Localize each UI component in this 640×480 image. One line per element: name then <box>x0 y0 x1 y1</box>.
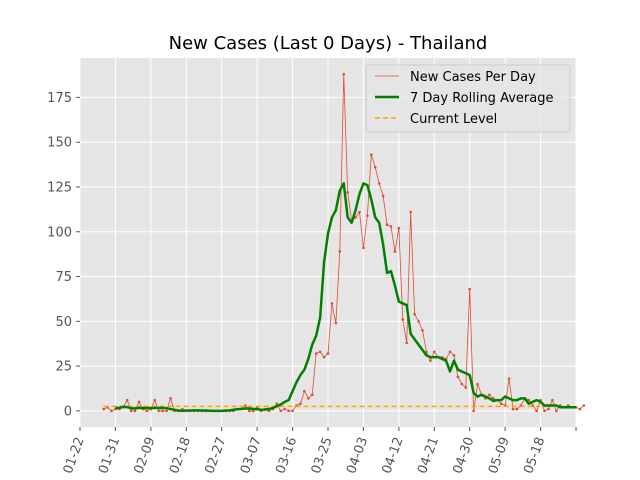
daily-point <box>244 404 247 407</box>
daily-point <box>405 341 409 345</box>
y-tick-label: 150 <box>47 136 72 151</box>
daily-point <box>543 409 546 413</box>
daily-point <box>511 407 515 411</box>
daily-point <box>578 407 582 411</box>
daily-point <box>165 409 168 413</box>
daily-point <box>334 321 338 325</box>
daily-point <box>397 226 401 230</box>
daily-point <box>358 210 361 214</box>
daily-point <box>169 397 172 400</box>
legend-label-current: Current Level <box>410 112 497 127</box>
daily-point <box>346 191 349 194</box>
daily-point <box>326 352 330 355</box>
daily-point <box>507 377 511 380</box>
y-tick-label: 50 <box>55 315 72 330</box>
daily-point <box>460 382 464 386</box>
daily-point <box>409 210 412 214</box>
daily-point <box>354 216 357 219</box>
daily-point <box>417 320 420 323</box>
daily-point <box>330 302 334 305</box>
daily-point <box>464 386 468 389</box>
daily-point <box>303 389 306 393</box>
daily-point <box>299 402 302 406</box>
daily-point <box>499 402 503 406</box>
daily-point <box>366 214 369 217</box>
daily-point <box>389 225 393 228</box>
y-tick-label: 25 <box>55 360 72 375</box>
daily-point <box>373 165 377 169</box>
daily-point <box>472 409 475 413</box>
daily-point <box>153 398 157 402</box>
daily-point <box>102 407 105 411</box>
daily-point <box>413 312 416 316</box>
daily-point <box>370 153 373 157</box>
daily-point <box>110 409 113 413</box>
daily-point <box>125 398 129 402</box>
daily-point <box>247 409 251 413</box>
y-tick-label: 0 <box>64 404 72 419</box>
daily-point <box>492 397 495 400</box>
daily-point <box>551 398 554 402</box>
daily-point <box>279 409 283 413</box>
daily-point <box>133 409 137 413</box>
legend: New Cases Per Day 7 Day Rolling Average … <box>365 64 571 133</box>
daily-point <box>137 400 141 404</box>
legend-frame <box>365 64 571 133</box>
daily-point <box>452 354 456 357</box>
daily-point <box>129 409 133 413</box>
daily-point <box>535 409 538 413</box>
daily-point <box>456 375 460 379</box>
daily-point <box>291 409 294 413</box>
daily-point <box>314 352 318 355</box>
daily-point <box>318 350 322 354</box>
daily-point <box>283 407 287 411</box>
daily-point <box>338 250 342 253</box>
data-layer <box>102 72 586 413</box>
daily-point <box>157 409 161 413</box>
daily-point <box>555 409 558 413</box>
y-tick-label: 175 <box>47 91 72 106</box>
daily-point <box>515 407 519 411</box>
daily-point <box>385 223 389 226</box>
daily-point <box>275 402 279 406</box>
daily-point <box>322 355 326 359</box>
daily-point <box>287 409 290 413</box>
legend-label-rolling: 7 Day Rolling Average <box>410 91 553 106</box>
daily-point <box>476 382 479 386</box>
chart-title: New Cases (Last 0 Days) - Thailand <box>169 33 488 54</box>
daily-point <box>381 194 385 198</box>
daily-point <box>468 287 472 291</box>
y-tick-label: 125 <box>47 180 72 195</box>
daily-point <box>429 359 432 363</box>
series-rolling-average <box>115 182 576 413</box>
daily-point <box>432 350 436 354</box>
daily-point <box>310 393 314 397</box>
daily-point <box>145 409 149 413</box>
daily-point <box>393 250 397 253</box>
daily-point <box>342 72 346 76</box>
daily-point <box>547 407 550 411</box>
daily-point <box>362 246 365 250</box>
daily-point <box>377 182 381 185</box>
y-tick-label: 75 <box>55 270 72 285</box>
daily-point <box>488 393 491 397</box>
legend-label-daily: New Cases Per Day <box>410 70 536 85</box>
daily-point <box>401 318 405 321</box>
daily-point <box>582 404 586 407</box>
daily-point <box>307 397 310 400</box>
daily-point <box>421 328 424 332</box>
y-tick-label: 100 <box>47 225 72 240</box>
daily-point <box>448 350 452 354</box>
daily-point <box>251 409 255 413</box>
daily-point <box>161 409 164 413</box>
